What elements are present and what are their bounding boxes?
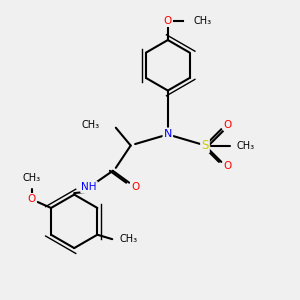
Text: NH: NH [81, 182, 97, 192]
Text: N: N [164, 129, 172, 139]
Text: CH₃: CH₃ [81, 120, 100, 130]
Text: CH₃: CH₃ [236, 140, 254, 151]
Text: O: O [164, 16, 172, 26]
Text: CH₃: CH₃ [193, 16, 211, 26]
Text: CH₃: CH₃ [23, 173, 41, 183]
Text: CH₃: CH₃ [120, 234, 138, 244]
Text: O: O [28, 194, 36, 204]
Text: O: O [224, 120, 232, 130]
Text: S: S [201, 139, 209, 152]
Text: O: O [131, 182, 139, 192]
Text: O: O [224, 161, 232, 171]
